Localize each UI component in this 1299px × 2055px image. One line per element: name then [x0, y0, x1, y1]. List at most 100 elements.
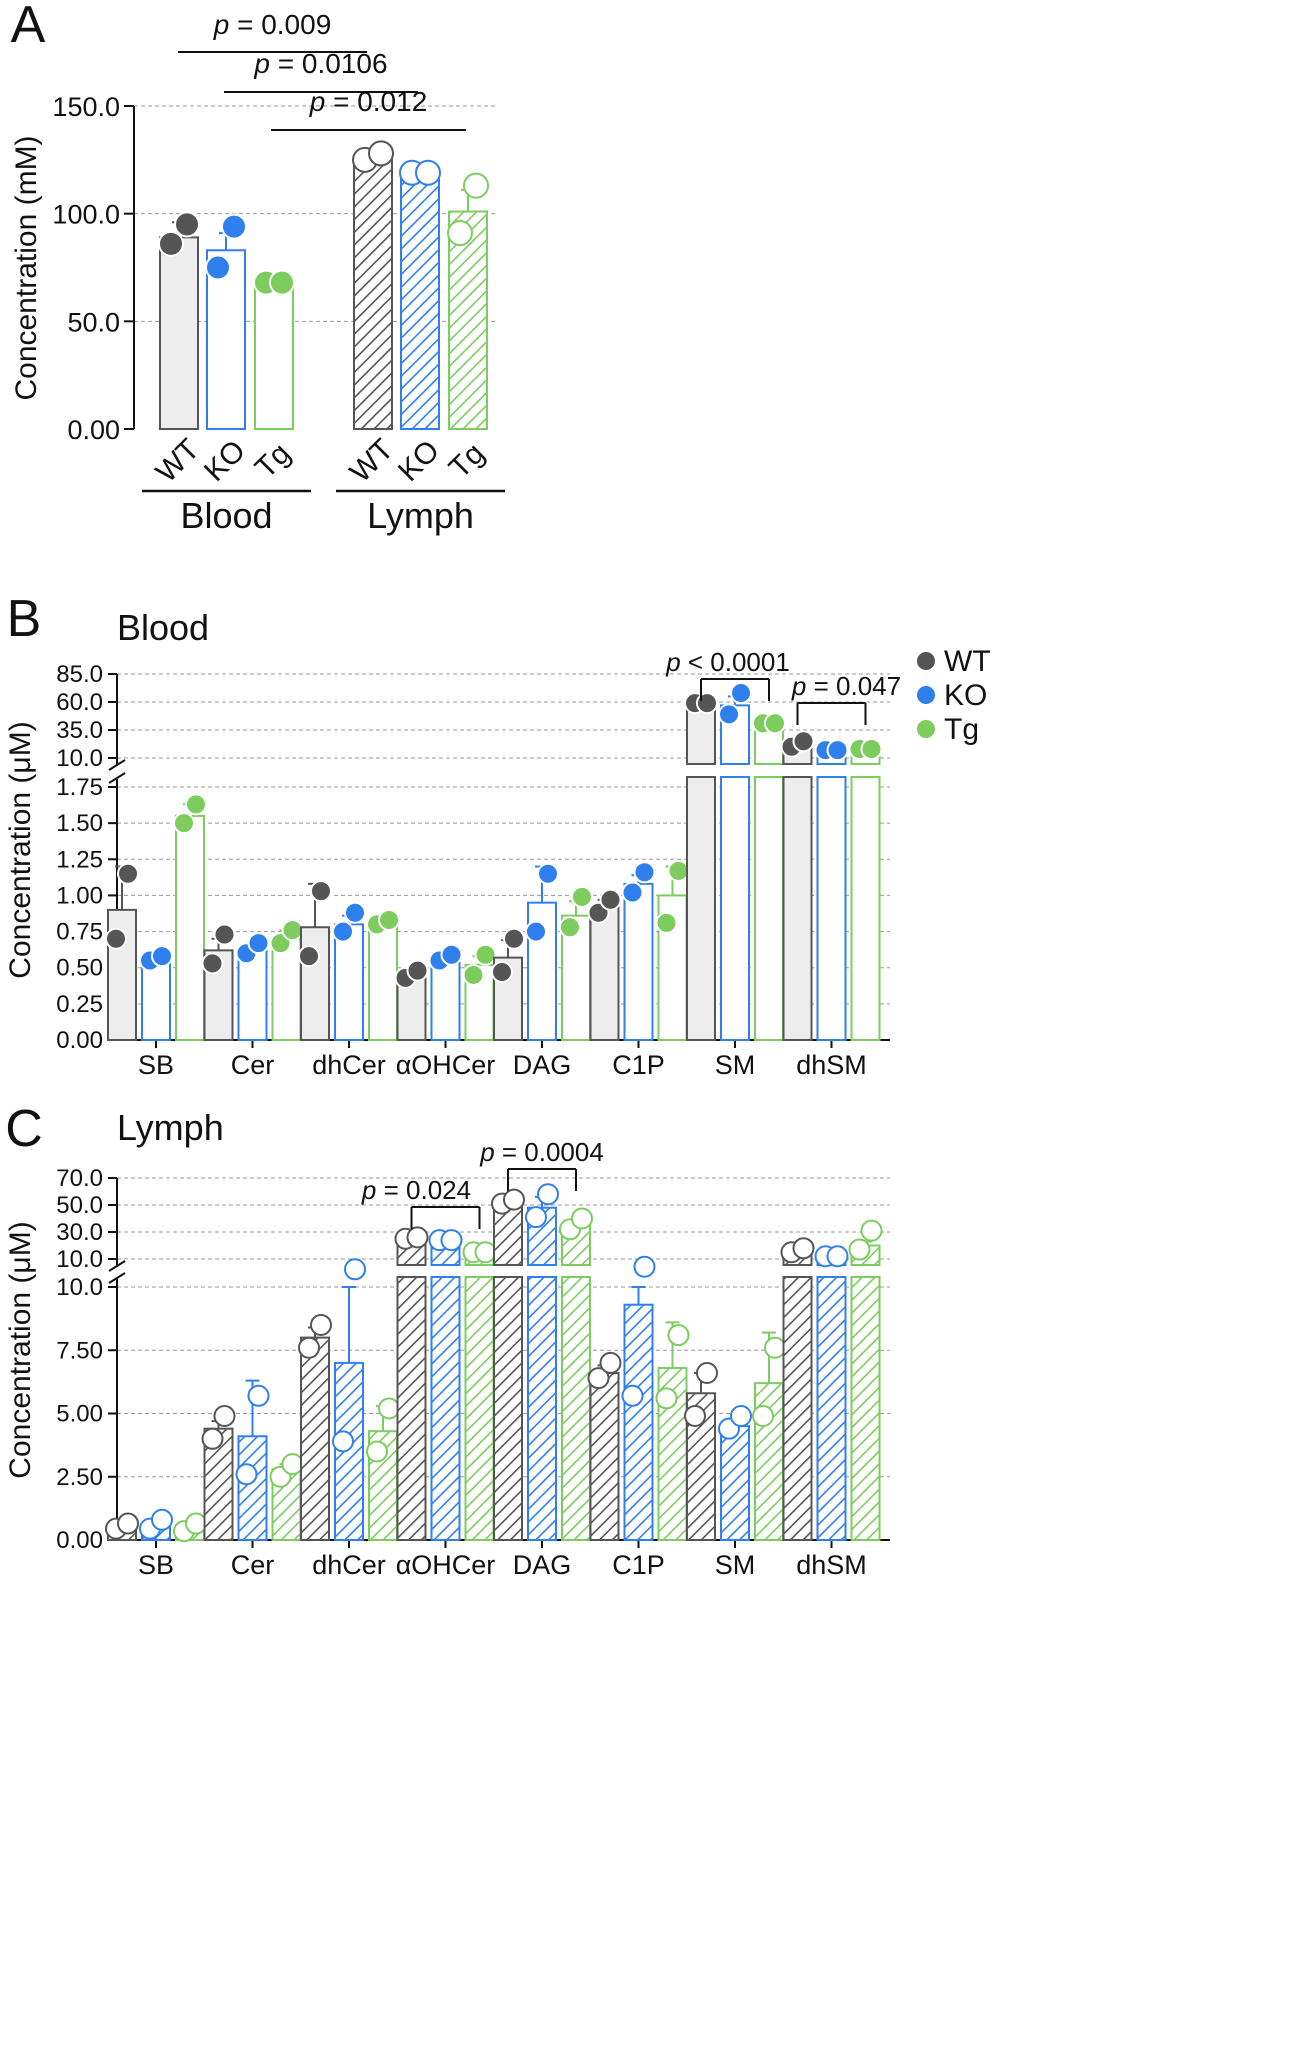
- p-value: p = 0.0004: [479, 1137, 604, 1167]
- legend-marker-ko: [915, 684, 937, 706]
- y-tick-label: 0.00: [67, 415, 120, 445]
- point: [764, 1336, 786, 1359]
- bar-c-αohcer-wt-lower: [396, 1276, 427, 1541]
- legend-label-wt: WT: [944, 645, 991, 678]
- point: [503, 927, 525, 950]
- bar-b-dhsm-wt-lower: [782, 776, 813, 1041]
- bar-b-sm-tg-lower: [754, 776, 784, 1041]
- axis-break-mark: [108, 759, 126, 771]
- bar-c-cer-ko: [237, 1435, 268, 1542]
- bar-c-sm-ko: [720, 1425, 750, 1542]
- point: [752, 1405, 774, 1428]
- point: [173, 812, 195, 835]
- point: [559, 916, 581, 939]
- point: [474, 943, 497, 966]
- point-a: [221, 213, 247, 240]
- point: [599, 888, 622, 911]
- y-tick-label: 0.00: [56, 1527, 103, 1554]
- x-tick-label-c: SB: [138, 1550, 174, 1580]
- point-a: [158, 230, 184, 257]
- x-tick-label-a: Tg: [443, 437, 491, 485]
- y-tick-label: 10.0: [56, 1246, 103, 1273]
- point: [298, 945, 320, 968]
- point: [537, 862, 559, 885]
- point: [848, 1238, 871, 1261]
- point: [247, 1384, 270, 1407]
- point: [201, 952, 224, 975]
- panel-title-b: Blood: [117, 607, 209, 648]
- bar-b-dhcer-tg: [368, 920, 398, 1041]
- point: [344, 901, 366, 924]
- point: [667, 859, 690, 882]
- panel-label-b: B: [7, 590, 42, 648]
- y-tick-label: 50.0: [56, 1192, 103, 1219]
- x-tick-label-b: dhSM: [796, 1050, 867, 1080]
- bar-b-cer-tg: [271, 937, 302, 1041]
- y-tick-label: 10.0: [56, 745, 103, 772]
- bar-b-dhcer-ko: [334, 923, 364, 1041]
- point: [571, 1207, 593, 1230]
- point: [332, 1430, 354, 1453]
- x-tick-label-c: Cer: [231, 1550, 275, 1580]
- p-value-a: p = 0.0106: [253, 48, 387, 79]
- point: [366, 1440, 388, 1463]
- bar-b-dhcer-wt: [300, 926, 330, 1042]
- point-a: [205, 254, 231, 281]
- point: [792, 1237, 815, 1260]
- point: [587, 1367, 610, 1390]
- panel-label-a: A: [11, 0, 46, 54]
- x-tick-label-a: WT: [150, 433, 206, 489]
- y-tick-label: 0.00: [56, 1027, 103, 1054]
- x-tick-label-a: KO: [198, 434, 252, 488]
- bar-c-dag-tg-lower: [561, 1276, 591, 1541]
- point: [378, 909, 400, 932]
- point: [281, 1453, 304, 1476]
- legend-label-tg: Tg: [944, 713, 979, 746]
- y-tick-label: 0.75: [56, 919, 103, 946]
- y-tick-label: 150.0: [52, 92, 120, 122]
- panel-label-c: C: [5, 1100, 43, 1158]
- x-tick-label-c: dhSM: [796, 1550, 867, 1580]
- point: [332, 920, 354, 943]
- bar-b-sm-ko-lower: [720, 776, 750, 1041]
- x-tick-label-c: αOHCer: [396, 1550, 496, 1580]
- point: [440, 943, 463, 966]
- bar-c-dhsm-ko-lower: [816, 1276, 847, 1541]
- point: [655, 1387, 678, 1410]
- x-tick-label-c: dhCer: [312, 1550, 386, 1580]
- point: [525, 1206, 547, 1229]
- bar-b-cer-ko: [237, 949, 268, 1042]
- bar-a-lymph-wt: [353, 154, 393, 430]
- point: [826, 1245, 849, 1268]
- y-tick-label: 1.25: [56, 846, 103, 873]
- y-tick-label: 7.50: [56, 1337, 103, 1364]
- bar-b-dhsm-tg-lower: [850, 776, 881, 1041]
- bar-b-sb-ko: [141, 959, 171, 1041]
- x-tick-label-c: DAG: [513, 1550, 572, 1580]
- x-tick-label-b: αOHCer: [396, 1050, 496, 1080]
- y-tick-label: 100.0: [52, 200, 120, 230]
- bar-c-αohcer-ko-lower: [430, 1276, 461, 1541]
- bar-a-blood-ko: [206, 249, 246, 430]
- bar-b-sb-tg: [175, 814, 205, 1042]
- bar-c-dhcer-wt: [300, 1336, 330, 1541]
- point: [621, 881, 644, 904]
- axis-break-mark: [108, 1260, 126, 1272]
- point: [730, 682, 752, 705]
- point: [213, 1405, 236, 1428]
- point: [235, 1463, 258, 1486]
- point: [151, 945, 173, 968]
- p-value-a: p = 0.009: [213, 9, 332, 40]
- y-tick-label: 35.0: [56, 717, 103, 744]
- point: [826, 739, 849, 762]
- bar-c-dhsm-wt-lower: [782, 1276, 813, 1541]
- bar-c-dag-wt-lower: [493, 1276, 523, 1541]
- panel-title-c: Lymph: [117, 1107, 224, 1148]
- bar-c-dag-ko-lower: [527, 1276, 557, 1541]
- y-tick-label: 1.50: [56, 810, 103, 837]
- point: [696, 1362, 718, 1385]
- x-tick-label-b: dhCer: [312, 1050, 386, 1080]
- point: [764, 712, 786, 735]
- p-value: p < 0.0001: [665, 647, 790, 677]
